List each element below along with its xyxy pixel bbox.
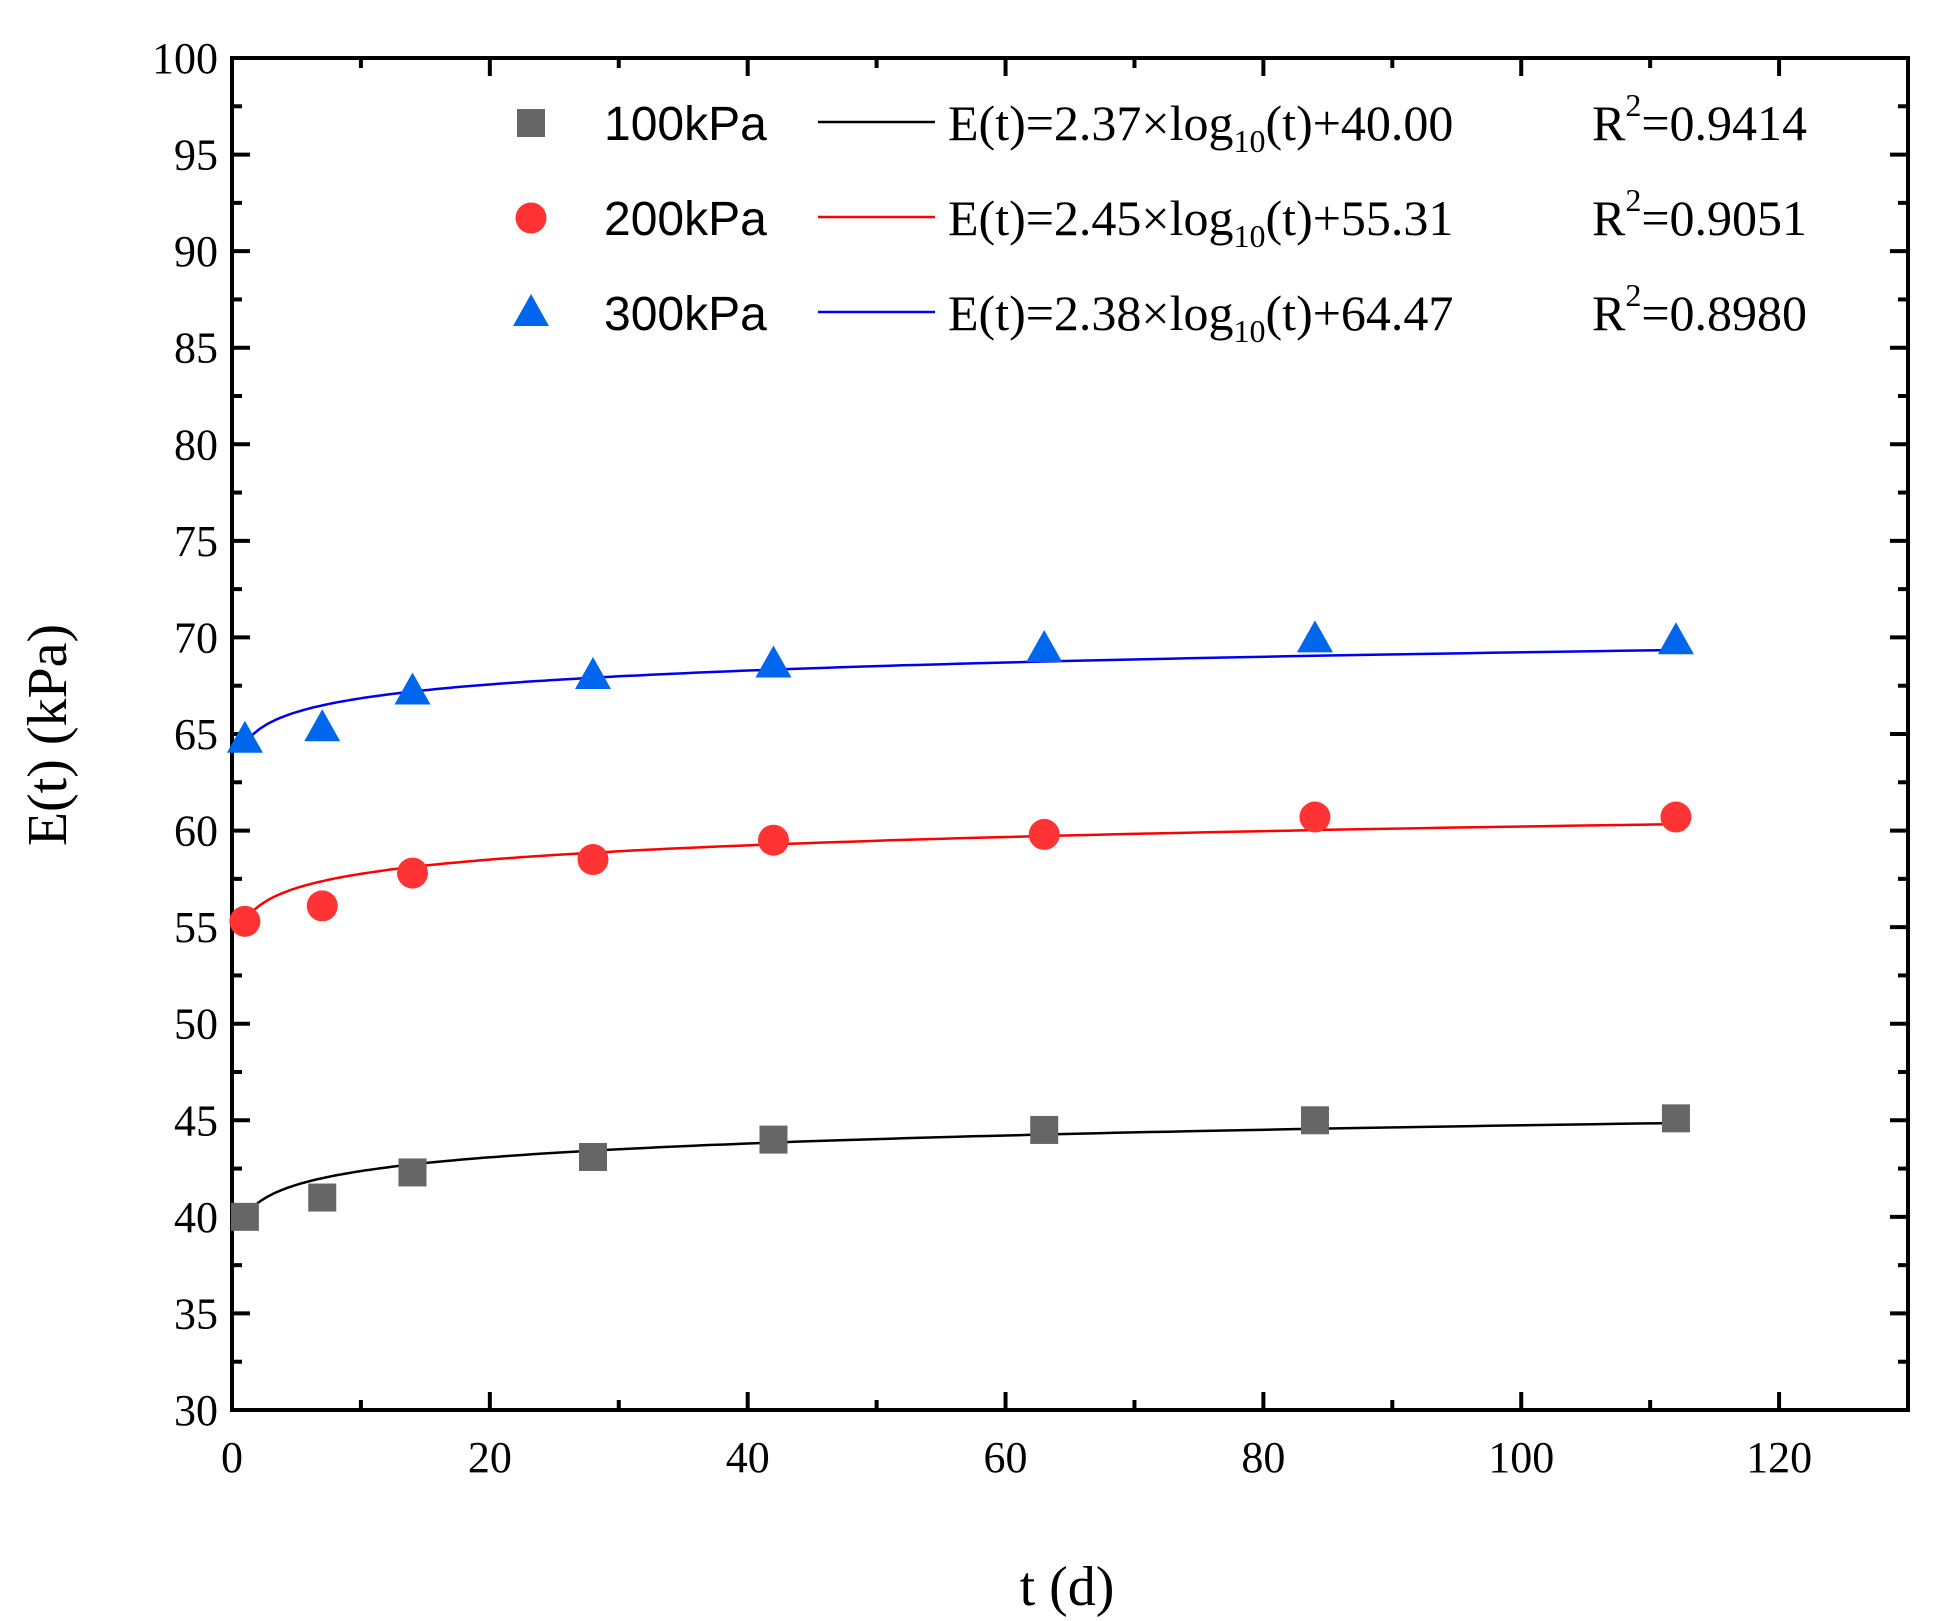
x-tick-label: 20 — [468, 1433, 512, 1482]
data-point-200kPa — [1028, 818, 1060, 850]
data-point-300kPa — [304, 709, 341, 742]
legend-equation-100kPa: E(t)=2.37×log10(t)+40.00 — [948, 95, 1453, 159]
x-tick-label: 60 — [984, 1433, 1028, 1482]
data-point-300kPa — [226, 720, 263, 753]
x-tick-label: 0 — [221, 1433, 243, 1482]
data-point-100kPa — [398, 1158, 427, 1187]
data-points — [226, 620, 1694, 1231]
legend-equation-200kPa: E(t)=2.45×log10(t)+55.31 — [948, 190, 1453, 254]
legend-r2-300kPa: R2=0.8980 — [1592, 277, 1807, 341]
data-point-100kPa — [1030, 1115, 1059, 1144]
r2-label: R — [1592, 190, 1626, 246]
legend-label-100kPa: 100kPa — [604, 98, 767, 151]
legend-label-300kPa: 300kPa — [604, 288, 767, 341]
equation-text: (t)+64.47 — [1266, 285, 1454, 341]
legend: 100kPa E(t)=2.37×log10(t)+40.00 R2=0.94142… — [513, 87, 1807, 349]
r2-value: =0.8980 — [1641, 285, 1807, 341]
r2-label: R — [1592, 95, 1626, 151]
fit-line-200kPa — [243, 822, 1676, 922]
fit-lines — [243, 648, 1676, 1218]
y-tick-label: 55 — [174, 903, 218, 952]
legend-r2-100kPa: R2=0.9414 — [1592, 87, 1807, 151]
y-axis-label: E(t) (kPa) — [17, 624, 79, 846]
y-tick-label: 75 — [174, 517, 218, 566]
log-subscript: 10 — [1234, 218, 1266, 254]
r2-superscript: 2 — [1625, 87, 1641, 123]
data-point-200kPa — [1299, 801, 1331, 833]
x-axis-label: t (d) — [1020, 1556, 1115, 1618]
data-point-100kPa — [578, 1142, 607, 1171]
data-point-300kPa — [755, 645, 792, 678]
y-tick-label: 100 — [152, 34, 218, 83]
log-subscript: 10 — [1234, 313, 1266, 349]
x-tick-label: 80 — [1241, 1433, 1285, 1482]
r2-label: R — [1592, 285, 1626, 341]
data-point-300kPa — [574, 657, 611, 690]
x-tick-label: 100 — [1488, 1433, 1554, 1482]
y-tick-label: 45 — [174, 1096, 218, 1145]
data-point-100kPa — [230, 1202, 259, 1231]
y-tick-label: 65 — [174, 710, 218, 759]
equation-text: E(t)=2.38×log — [948, 285, 1234, 341]
x-tick-label: 40 — [726, 1433, 770, 1482]
fit-line-300kPa — [243, 648, 1676, 745]
equation-text: E(t)=2.45×log — [948, 190, 1234, 246]
equation-text: (t)+40.00 — [1266, 95, 1454, 151]
y-tick-label: 70 — [174, 613, 218, 662]
data-point-200kPa — [229, 905, 261, 937]
y-tick-label: 30 — [174, 1386, 218, 1435]
y-tick-label: 80 — [174, 420, 218, 469]
axes: 30 35 40 45 50 55 60 65 70 75 80 85 90 95 100 0 20 40 60 80… — [152, 34, 1910, 1482]
legend-r2-200kPa: R2=0.9051 — [1592, 182, 1807, 246]
legend-equation-300kPa: E(t)=2.38×log10(t)+64.47 — [948, 285, 1453, 349]
data-point-200kPa — [396, 857, 428, 889]
fit-line-100kPa — [243, 1121, 1676, 1218]
log-subscript: 10 — [1234, 123, 1266, 159]
y-tick-label: 35 — [174, 1289, 218, 1338]
y-tick-label: 85 — [174, 324, 218, 373]
data-point-300kPa — [1296, 620, 1333, 653]
y-tick-label: 50 — [174, 1000, 218, 1049]
legend-symbol-300kPa — [513, 294, 549, 326]
y-tick-label: 90 — [174, 227, 218, 276]
data-point-200kPa — [306, 890, 338, 922]
data-point-300kPa — [1026, 630, 1063, 663]
data-point-100kPa — [1300, 1106, 1329, 1135]
r2-value: =0.9414 — [1641, 95, 1807, 151]
equation-text: (t)+55.31 — [1266, 190, 1454, 246]
legend-symbol-200kPa — [515, 202, 547, 234]
y-tick-label: 95 — [174, 131, 218, 180]
legend-label-200kPa: 200kPa — [604, 193, 767, 246]
y-tick-label: 60 — [174, 807, 218, 856]
data-point-300kPa — [1657, 622, 1694, 655]
data-point-100kPa — [308, 1183, 337, 1212]
data-point-100kPa — [759, 1125, 788, 1154]
x-tick-label: 120 — [1746, 1433, 1812, 1482]
r2-value: =0.9051 — [1641, 190, 1807, 246]
legend-symbol-100kPa — [517, 109, 545, 137]
data-point-100kPa — [1661, 1104, 1690, 1133]
equation-text: E(t)=2.37×log — [948, 95, 1234, 151]
r2-superscript: 2 — [1625, 182, 1641, 218]
data-point-200kPa — [577, 844, 609, 876]
r2-superscript: 2 — [1625, 277, 1641, 313]
y-tick-label: 40 — [174, 1193, 218, 1242]
data-point-200kPa — [757, 824, 789, 856]
data-point-200kPa — [1660, 801, 1692, 833]
data-point-300kPa — [394, 672, 431, 705]
